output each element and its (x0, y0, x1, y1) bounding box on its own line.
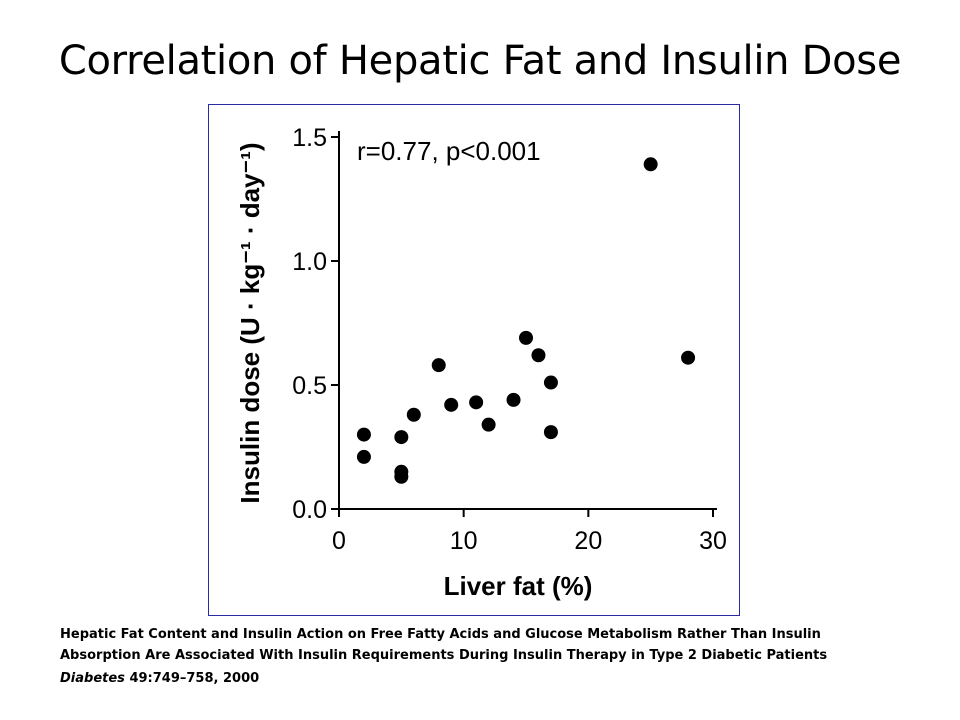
caption-line-2: Absorption Are Associated With Insulin R… (60, 648, 828, 663)
data-point (519, 330, 533, 345)
data-point (543, 425, 558, 440)
x-tick-label: 20 (574, 527, 602, 555)
figure-frame: 0.0 0.5 1.0 1.5 0 10 20 30 r=0.77, p<0.001 Live… (208, 104, 740, 616)
correlation-annotation: r=0.77, p<0.001 (357, 136, 541, 166)
citation-journal: Diabetes (60, 671, 125, 686)
y-tick-label: 1.5 (292, 124, 327, 152)
chart-ticks: 0.0 0.5 1.0 1.5 0 10 20 30 (292, 124, 727, 555)
y-tick-label: 0.5 (292, 372, 327, 400)
data-point (543, 375, 558, 390)
citation: Diabetes 49:749–758, 2000 (60, 668, 259, 689)
data-point (406, 407, 421, 422)
y-tick-label: 1.0 (292, 248, 327, 276)
chart-axes (338, 131, 717, 510)
y-axis-label: Insulin dose (U · kg⁻¹ · day⁻¹) (235, 142, 265, 503)
x-tick-label: 0 (332, 527, 346, 555)
data-point (356, 427, 371, 442)
data-point (481, 417, 496, 432)
data-point (431, 358, 446, 373)
data-point (643, 157, 658, 172)
x-tick-label: 10 (450, 527, 478, 555)
citation-reference: 49:749–758, 2000 (124, 671, 260, 686)
data-point (506, 392, 521, 407)
data-point (444, 397, 459, 412)
x-axis-label: Liver fat (%) (444, 571, 593, 601)
data-point (394, 469, 409, 484)
data-point (356, 449, 371, 464)
chart-points (356, 157, 696, 484)
data-point (681, 350, 696, 365)
caption-line-1: Hepatic Fat Content and Insulin Action o… (60, 627, 821, 642)
data-point (531, 348, 546, 363)
slide-title: Correlation of Hepatic Fat and Insulin D… (58, 38, 902, 84)
y-tick-label: 0.0 (292, 496, 327, 524)
x-tick-label: 30 (699, 527, 727, 555)
data-point (469, 395, 484, 410)
scatter-chart: 0.0 0.5 1.0 1.5 0 10 20 30 r=0.77, p<0.001 Live… (235, 124, 727, 601)
data-point (394, 430, 409, 445)
